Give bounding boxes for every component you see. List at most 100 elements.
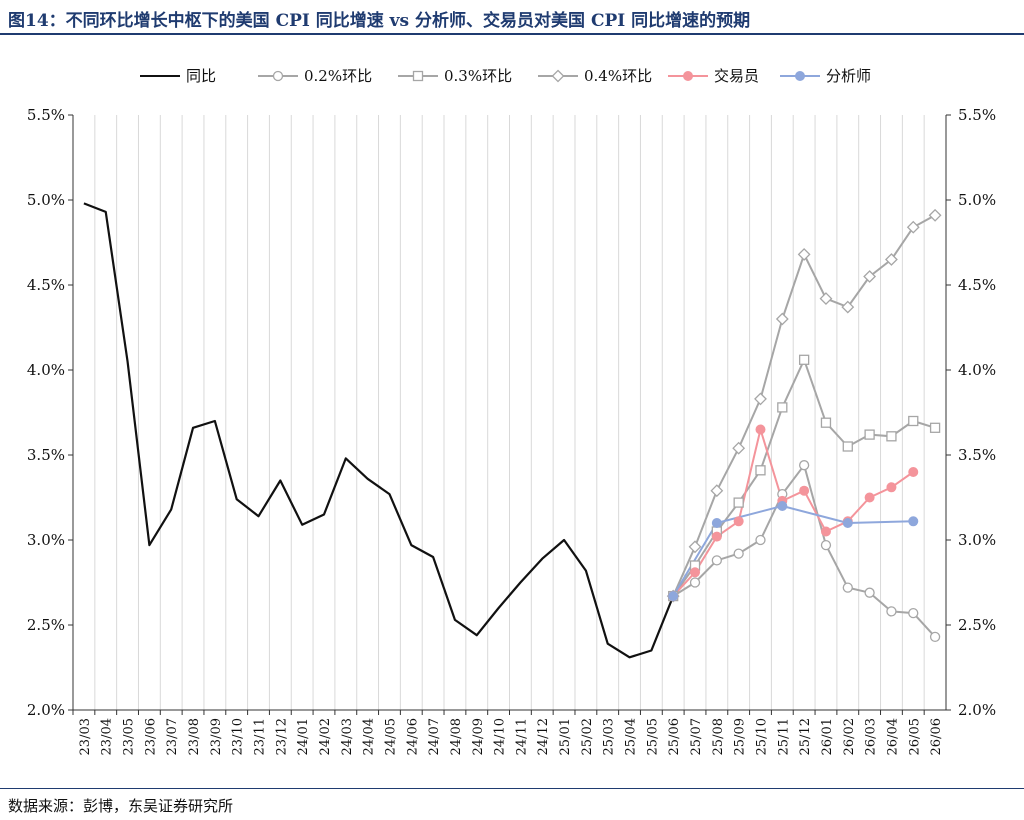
data-point-series-1 [886, 606, 897, 617]
data-point-series-2 [864, 429, 875, 440]
data-point-series-2 [929, 422, 941, 433]
x-tick-label: 26/05 [907, 718, 922, 755]
y-tick-label-right: 2.0% [958, 701, 996, 719]
y-tick-label-left: 3.0% [27, 531, 65, 549]
data-point-series-1 [798, 460, 810, 471]
data-point-series-1 [864, 587, 875, 598]
data-point-series-3 [885, 253, 898, 266]
x-tick-label: 25/04 [624, 718, 639, 755]
x-tick-label: 24/09 [471, 718, 486, 755]
x-tick-label: 23/12 [274, 718, 289, 755]
x-tick-label: 25/11 [776, 718, 791, 755]
data-point-series-3 [819, 292, 833, 306]
x-tick-label: 23/11 [253, 718, 268, 755]
y-tick-label-right: 4.0% [958, 361, 996, 379]
data-point-series-3 [688, 540, 702, 554]
data-point-series-5 [777, 501, 788, 511]
data-point-series-5 [908, 516, 919, 527]
source-note: 数据来源：彭博，东吴证券研究所 [8, 797, 234, 815]
y-tick-label-left: 5.5% [27, 106, 65, 124]
data-point-series-4 [820, 526, 831, 537]
x-tick-label: 26/06 [929, 718, 944, 755]
figure-title-bar: 图14：不同环比增长中枢下的美国 CPI 同比增速 vs 分析师、交易员对美国 … [0, 0, 1024, 35]
data-point-series-2 [777, 402, 788, 413]
data-point-series-2 [886, 431, 897, 442]
x-tick-label: 25/05 [645, 718, 660, 755]
x-tick-label: 23/06 [143, 718, 158, 755]
x-tick-label: 26/04 [885, 718, 900, 755]
data-point-series-1 [689, 577, 701, 588]
data-point-series-2 [908, 415, 919, 427]
y-tick-label-left: 5.0% [27, 191, 65, 209]
cpi-line-chart: 2.0% 2.0% 2.5% 2.5% 3.0% 3.0% 3.5% 3.5% 4.0% 4.0%… [27, 67, 996, 755]
y-tick-label-left: 4.0% [27, 361, 65, 379]
y-tick-label-right: 3.0% [958, 531, 996, 549]
data-point-series-5 [711, 518, 722, 528]
data-point-series-2 [733, 497, 744, 508]
x-tick-label: 25/12 [798, 718, 813, 755]
legend-label: 交易员 [714, 67, 759, 85]
data-point-series-3 [754, 392, 767, 406]
legend-label: 0.4%环比 [584, 67, 652, 85]
legend-label: 0.2%环比 [304, 67, 372, 85]
x-tick-label: 24/05 [383, 718, 398, 755]
x-tick-label: 26/02 [842, 718, 857, 755]
legend-label: 0.3%环比 [444, 67, 512, 85]
x-tick-label: 23/07 [165, 718, 180, 755]
x-tick-label: 24/01 [296, 718, 311, 755]
x-tick-label: 24/12 [536, 718, 551, 755]
y-tick-label-right: 5.5% [958, 106, 996, 124]
x-tick-label: 24/02 [318, 718, 333, 755]
data-point-series-3 [841, 300, 855, 314]
data-point-series-3 [775, 312, 789, 326]
x-tick-label: 23/09 [209, 718, 224, 755]
x-tick-label: 25/10 [754, 718, 769, 755]
data-point-series-1 [908, 607, 919, 619]
x-tick-label: 24/06 [405, 718, 420, 755]
data-point-series-3 [797, 247, 811, 261]
x-tick-label: 23/05 [122, 718, 137, 755]
x-tick-label: 26/03 [864, 718, 879, 755]
x-tick-label: 24/07 [427, 718, 442, 755]
x-tick-label: 25/06 [667, 718, 682, 755]
data-point-series-1 [755, 534, 766, 546]
data-point-series-5 [842, 518, 853, 528]
x-tick-label: 23/04 [100, 718, 115, 755]
data-point-series-4 [864, 492, 875, 503]
legend-swatch-marker [272, 70, 284, 82]
x-tick-label: 24/04 [362, 718, 377, 755]
data-point-series-1 [711, 555, 722, 566]
y-tick-label-left: 3.5% [27, 446, 65, 464]
legend-swatch-marker [551, 69, 565, 83]
data-point-series-3 [906, 220, 920, 234]
data-point-series-3 [928, 208, 942, 222]
legend-swatch-marker [795, 71, 805, 81]
x-tick-label: 25/07 [689, 718, 704, 755]
x-tick-label: 25/09 [733, 718, 748, 755]
data-point-series-1 [842, 582, 853, 593]
data-point-series-5 [668, 591, 679, 602]
x-tick-label: 25/01 [558, 718, 573, 755]
x-tick-label: 24/11 [514, 718, 529, 755]
y-tick-label-right: 5.0% [958, 191, 996, 209]
x-tick-label: 24/03 [340, 718, 355, 755]
data-point-series-2 [798, 354, 810, 365]
y-tick-label-right: 4.5% [958, 276, 996, 294]
data-point-series-4 [886, 482, 897, 493]
x-tick-label: 23/03 [78, 718, 93, 755]
x-tick-label: 23/10 [231, 718, 246, 755]
data-point-series-4 [733, 516, 744, 527]
data-point-series-3 [710, 484, 724, 498]
y-tick-label-left: 2.0% [27, 701, 65, 719]
legend-label: 同比 [186, 67, 216, 85]
figure-title: 图14：不同环比增长中枢下的美国 CPI 同比增速 vs 分析师、交易员对美国 … [8, 11, 751, 31]
data-point-series-4 [755, 424, 766, 435]
data-point-series-3 [732, 441, 746, 455]
x-tick-label: 24/08 [449, 718, 464, 755]
legend-swatch-marker [683, 71, 693, 81]
data-point-series-1 [820, 539, 832, 551]
legend-swatch-marker [412, 70, 424, 82]
legend-label: 分析师 [826, 67, 871, 85]
y-tick-label-left: 4.5% [27, 276, 65, 294]
x-tick-label: 25/03 [602, 718, 617, 755]
